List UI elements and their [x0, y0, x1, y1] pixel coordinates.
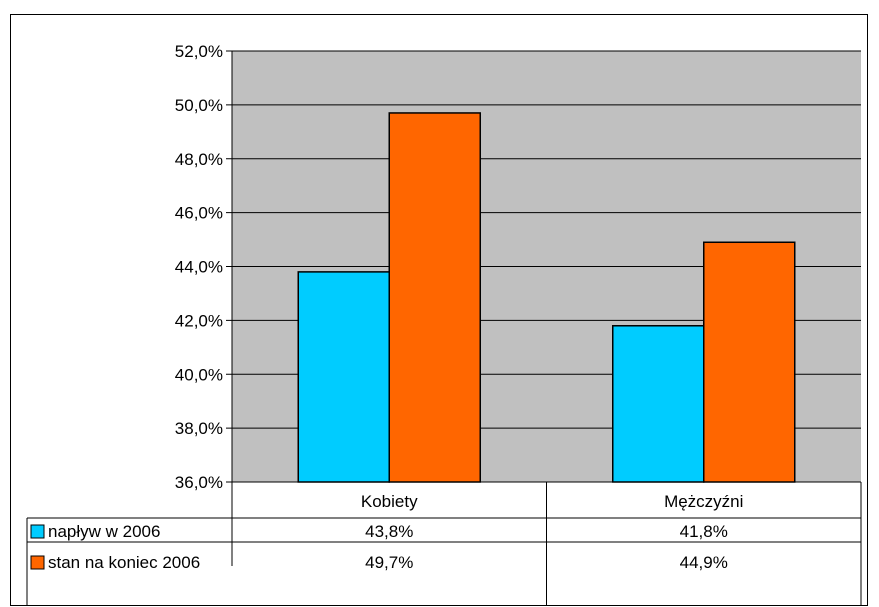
- data-label: 41,8%: [680, 522, 728, 541]
- category-label: Mężczyźni: [664, 492, 743, 511]
- chart-frame: 36,0% 38,0% 40,0% 42,0% 44,0% 46,0% 48,0% 50,0%…: [10, 14, 868, 606]
- bar-chart: 36,0% 38,0% 40,0% 42,0% 44,0% 46,0% 48,0% 50,0%…: [26, 42, 862, 605]
- y-tick-label: 46,0%: [175, 204, 223, 223]
- y-tick-label: 52,0%: [175, 42, 223, 61]
- bar-stan-kobiety: [388, 112, 481, 483]
- y-tick-label: 42,0%: [175, 311, 223, 330]
- category-label: Kobiety: [361, 492, 418, 511]
- legend-key: [30, 555, 45, 570]
- y-tick-label: 48,0%: [175, 150, 223, 169]
- y-tick-label: 36,0%: [175, 473, 223, 492]
- y-tick-label: 40,0%: [175, 365, 223, 384]
- bar-stan-mezczyzni: [703, 241, 796, 483]
- legend-label: napływ w 2006: [48, 522, 160, 541]
- legend-label: stan na koniec 2006: [48, 553, 200, 572]
- y-tick-label: 50,0%: [175, 96, 223, 115]
- data-label: 49,7%: [365, 553, 413, 572]
- legend-key: [30, 524, 45, 539]
- bar-naplyw-kobiety: [297, 271, 390, 483]
- bar-naplyw-mezczyzni: [612, 325, 705, 483]
- data-label: 44,9%: [680, 553, 728, 572]
- y-tick-label: 38,0%: [175, 419, 223, 438]
- y-tick-label: 44,0%: [175, 258, 223, 277]
- data-label: 43,8%: [365, 522, 413, 541]
